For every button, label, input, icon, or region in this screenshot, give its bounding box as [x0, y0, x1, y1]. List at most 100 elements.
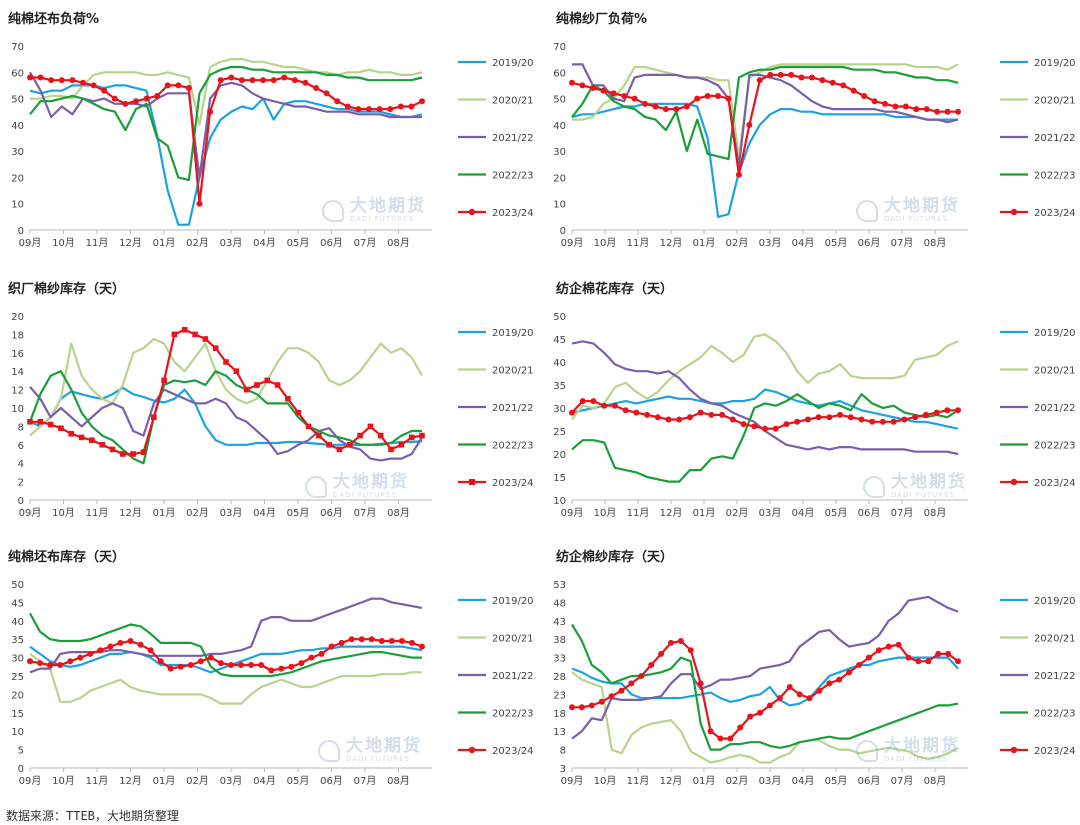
series-line-2022-23 [571, 623, 959, 751]
series-marker-2023-24 [788, 71, 795, 78]
series-marker-2023-24 [328, 643, 335, 650]
y-tick-label: 50 [11, 580, 24, 591]
x-tick-label: 03月 [759, 775, 782, 787]
series-marker-2023-24 [212, 345, 219, 351]
series-marker-2023-24 [248, 661, 255, 668]
series-marker-2023-24 [67, 658, 74, 665]
series-marker-2023-24 [58, 77, 65, 84]
y-tick-label: 10 [11, 727, 24, 738]
series-marker-2023-24 [794, 418, 801, 425]
series-marker-2023-24 [798, 74, 805, 81]
series-marker-2023-24 [673, 106, 680, 113]
y-tick-label: 16 [11, 349, 24, 360]
x-tick-label: 02月 [726, 507, 749, 519]
x-tick-label: 04月 [253, 507, 276, 519]
x-tick-label: 11月 [627, 775, 650, 787]
series-marker-2023-24 [377, 432, 384, 439]
legend-label: 2021/22 [492, 133, 534, 144]
series-marker-2023-24 [308, 654, 315, 661]
x-tick-label: 08月 [387, 775, 410, 787]
series-marker-2023-24 [316, 432, 322, 439]
series-marker-2023-24 [122, 100, 129, 107]
chart-panel-yarn-mill-load: 0 10 20 30 40 50 60 70 09月 10月 11月 12月 01月 02月 03月 04月 0… [548, 8, 1080, 270]
y-tick-label: 35 [553, 381, 566, 392]
series-marker-2023-24 [905, 654, 912, 661]
series-marker-2023-24 [326, 442, 332, 448]
series-marker-2023-24 [665, 416, 672, 423]
series-marker-2023-24 [238, 77, 245, 84]
series-marker-2023-24 [87, 650, 94, 657]
series-marker-2023-24 [270, 77, 277, 84]
series-line-2022-23 [29, 65, 423, 182]
dadi-logo-icon [318, 739, 340, 762]
series-marker-2023-24 [171, 331, 178, 338]
series-marker-2023-24 [366, 106, 373, 113]
legend-label: 2021/22 [492, 403, 534, 414]
y-tick-label: 23 [553, 690, 566, 701]
series-marker-2023-24 [648, 661, 655, 668]
series-marker-2023-24 [881, 100, 888, 107]
series-marker-2023-24 [378, 638, 385, 645]
series-marker-2023-24 [677, 638, 684, 645]
y-tick-label: 70 [553, 42, 566, 53]
series-marker-2023-24 [147, 647, 154, 654]
series-marker-2023-24 [302, 79, 309, 86]
series-marker-2023-24 [569, 409, 575, 416]
x-tick-label: 01月 [693, 237, 716, 249]
watermark-en: DADI FUTURES [346, 755, 411, 763]
series-marker-2023-24 [708, 411, 715, 418]
series-marker-2023-24 [955, 658, 961, 665]
series-marker-2023-24 [107, 643, 114, 650]
series-marker-2023-24 [633, 409, 640, 416]
x-tick-label: 07月 [354, 775, 377, 787]
x-tick-label: 06月 [320, 237, 343, 249]
legend-label: 2023/24 [1034, 208, 1076, 219]
series-marker-2023-24 [777, 71, 784, 78]
x-tick-label: 10月 [594, 507, 617, 519]
series-marker-2023-24 [686, 414, 693, 421]
legend-label: 2022/23 [492, 171, 534, 182]
series-marker-2023-24 [97, 647, 104, 654]
series-marker-2023-24 [313, 85, 320, 92]
chart-panel-cotton-fabric-load: 0 10 20 30 40 50 60 70 09月 10月 11月 12月 01月 02月 03月 04月 0… [0, 8, 540, 270]
chart-title: 织厂棉纱库存（天） [8, 282, 126, 297]
series-marker-2023-24 [47, 661, 54, 668]
legend-label: 2019/20 [1034, 596, 1076, 607]
x-tick-label: 02月 [186, 237, 209, 249]
series-marker-2023-24 [295, 409, 302, 416]
watermark-cn: 大地期货 [346, 736, 422, 756]
series-line-2019-20 [571, 388, 959, 430]
series-marker-2023-24 [69, 77, 76, 84]
series-marker-2023-24 [588, 702, 595, 709]
series-marker-2023-24 [217, 660, 224, 667]
legend-label: 2019/20 [492, 596, 534, 607]
series-marker-2023-24 [846, 669, 853, 676]
series-marker-2023-24 [589, 85, 596, 92]
x-tick-label: 07月 [354, 237, 377, 249]
series-line-2021-22 [571, 595, 959, 740]
series-marker-2023-24 [667, 639, 674, 646]
series-marker-2023-24 [346, 442, 353, 448]
y-tick-label: 40 [11, 121, 24, 132]
watermark-cn: 大地期货 [891, 472, 967, 492]
series-marker-2023-24 [875, 647, 882, 654]
y-tick-label: 30 [11, 654, 24, 665]
legend-label: 2023/24 [492, 746, 534, 757]
series-marker-2023-24 [291, 77, 298, 84]
x-tick-label: 06月 [858, 507, 881, 519]
y-tick-label: 8 [560, 746, 566, 757]
x-tick-label: 08月 [924, 775, 947, 787]
x-tick-label: 10月 [52, 507, 75, 519]
chart-title: 纯棉坯布库存（天） [8, 550, 126, 565]
legend-label: 2019/20 [1034, 58, 1076, 69]
x-tick-label: 03月 [220, 775, 243, 787]
series-marker-2023-24 [164, 82, 171, 89]
series-line-2020-21 [30, 57, 423, 127]
x-tick-label: 10月 [52, 237, 75, 249]
series-line-2022-23 [571, 65, 959, 161]
y-tick-label: 0 [18, 496, 24, 507]
series-marker-2023-24 [196, 200, 203, 207]
y-tick-label: 6 [18, 441, 24, 452]
y-tick-label: 8 [18, 422, 24, 433]
legend-marker [1010, 478, 1018, 486]
